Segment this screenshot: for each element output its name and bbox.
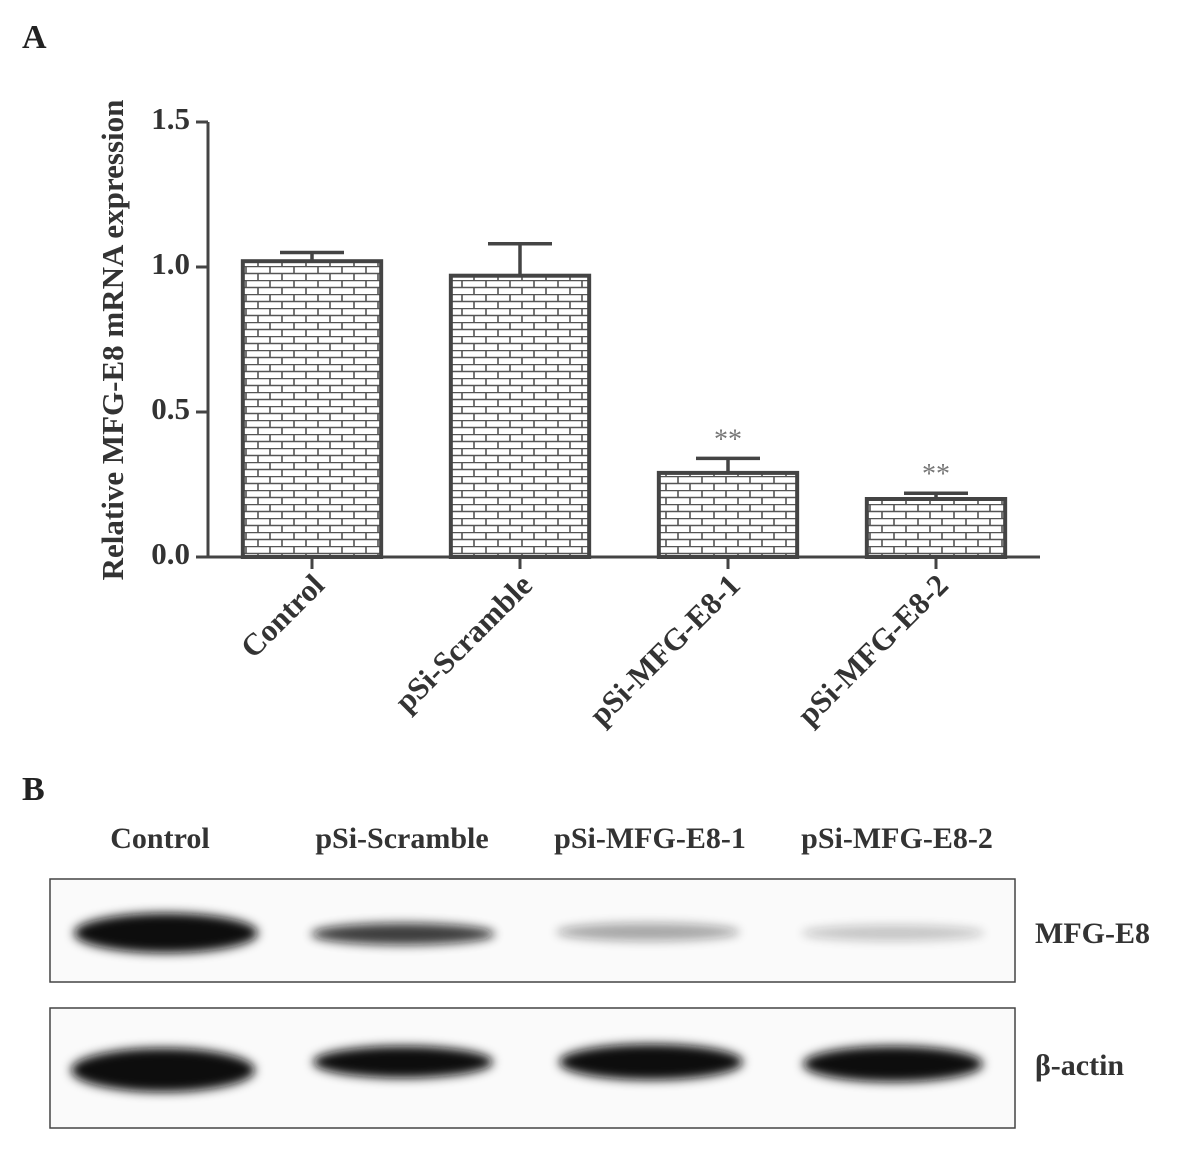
band	[313, 1046, 493, 1078]
x-tick-label: pSi-MFG-E8-1	[582, 567, 747, 732]
lane-label: pSi-MFG-E8-2	[801, 822, 993, 855]
x-tick-label: pSi-MFG-E8-2	[790, 567, 955, 732]
band	[71, 1048, 255, 1092]
lane-label: pSi-MFG-E8-1	[554, 822, 746, 855]
significance-label: **	[922, 459, 950, 490]
y-tick-label: 0.0	[151, 536, 190, 571]
y-tick-label: 0.5	[151, 391, 190, 426]
band	[74, 913, 258, 953]
lane-label: pSi-Scramble	[315, 822, 488, 855]
y-tick-label: 1.0	[151, 246, 190, 281]
blot-bands	[71, 913, 985, 1092]
band	[311, 923, 495, 945]
x-tick-label: Control	[234, 567, 332, 665]
panel-label: A	[22, 19, 47, 56]
bar	[240, 259, 384, 559]
band	[803, 1046, 983, 1082]
band	[801, 925, 985, 941]
row-label: MFG-E8	[1035, 917, 1150, 950]
panel-label: B	[22, 771, 45, 808]
y-tick-label: 1.5	[151, 101, 190, 136]
band	[559, 1044, 743, 1080]
y-axis-label: Relative MFG-E8 mRNA expression	[95, 100, 130, 581]
lane-label: Control	[110, 822, 209, 855]
band	[556, 923, 740, 941]
bar	[656, 470, 800, 559]
significance-label: **	[714, 424, 742, 455]
bar	[448, 273, 592, 559]
row-label: β-actin	[1035, 1049, 1124, 1082]
bar	[864, 497, 1008, 559]
x-tick-label: pSi-Scramble	[388, 567, 539, 718]
